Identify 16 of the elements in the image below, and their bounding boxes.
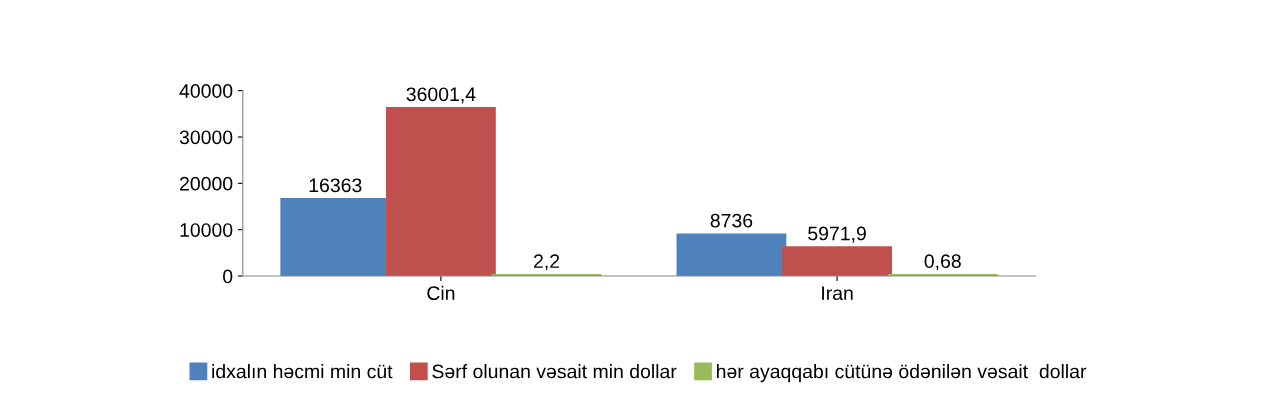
data-label: 16363 xyxy=(309,178,362,193)
y-tick-label: 0 xyxy=(223,269,233,284)
data-label: 8736 xyxy=(710,213,753,228)
x-tick-label: Cin xyxy=(427,285,455,301)
data-label: 36001,4 xyxy=(406,87,476,104)
y-tick-label: 40000 xyxy=(179,84,233,98)
data-label: 2,2 xyxy=(534,254,560,271)
data-label: 0,68 xyxy=(924,254,961,271)
legend-label: hər ayaqqabı cütünə ödənilən vəsait dollar xyxy=(717,364,1087,383)
y-tick-label: 10000 xyxy=(180,223,233,237)
y-tick-label: 20000 xyxy=(180,176,233,191)
data-label: 5971,9 xyxy=(808,226,866,243)
legend-label: Sərf olunan vəsait min dollar xyxy=(432,364,677,379)
x-tick-label: Iran xyxy=(822,286,853,301)
legend-label: idxalın həcmi min cüt xyxy=(212,364,393,379)
y-tick-label: 30000 xyxy=(179,130,233,145)
